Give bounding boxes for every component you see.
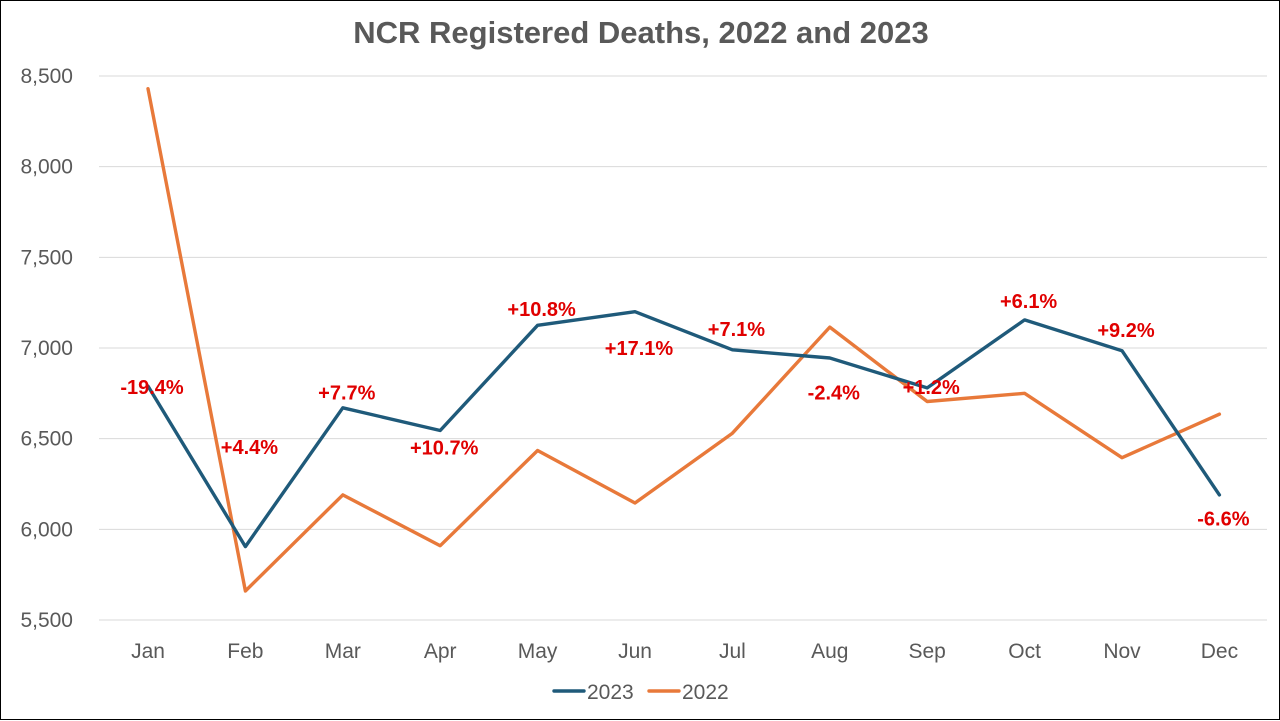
- y-tick-label: 5,500: [20, 609, 73, 632]
- x-tick-label: Feb: [227, 640, 263, 663]
- y-tick-label: 7,500: [20, 246, 73, 269]
- x-tick-label: Nov: [1103, 640, 1141, 663]
- percent-change-label: +10.7%: [410, 438, 479, 460]
- percent-change-label: +10.8%: [507, 299, 576, 321]
- x-tick-label: Sep: [909, 640, 946, 663]
- percent-change-label: -19.4%: [120, 377, 184, 399]
- y-tick-label: 7,000: [20, 337, 73, 360]
- series-lines: [148, 89, 1219, 591]
- x-axis-ticks: Jan Feb Mar Apr May Jun Jul Aug Sep Oct Nov Dec: [131, 640, 1238, 663]
- percent-change-label: -2.4%: [808, 382, 860, 404]
- percent-change-label: -6.6%: [1197, 508, 1249, 530]
- gridlines: [99, 76, 1267, 620]
- percent-change-label: +7.1%: [708, 319, 765, 341]
- x-tick-label: Dec: [1201, 640, 1238, 663]
- x-tick-label: May: [518, 640, 558, 663]
- x-tick-label: Jun: [618, 640, 652, 663]
- percent-change-label: +1.2%: [903, 377, 960, 399]
- legend-label-2023: 2023: [587, 681, 634, 704]
- y-tick-label: 8,500: [20, 65, 73, 88]
- x-tick-label: Jan: [131, 640, 165, 663]
- legend: 2023 2022: [554, 681, 729, 704]
- y-tick-label: 6,500: [20, 428, 73, 451]
- x-tick-label: Oct: [1008, 640, 1041, 663]
- y-tick-label: 6,000: [20, 518, 73, 541]
- chart-title: NCR Registered Deaths, 2022 and 2023: [353, 15, 928, 50]
- percent-change-label: +17.1%: [605, 338, 674, 360]
- percent-change-labels: -19.4% +4.4% +7.7% +10.7% +10.8% +17.1% +7.1% -…: [120, 291, 1249, 531]
- percent-change-label: +6.1%: [1000, 291, 1057, 313]
- y-tick-label: 8,000: [20, 156, 73, 179]
- percent-change-label: +7.7%: [318, 382, 375, 404]
- x-tick-label: Apr: [424, 640, 457, 663]
- percent-change-label: +4.4%: [221, 437, 278, 459]
- y-axis-ticks: 5,500 6,000 6,500 7,000 7,500 8,000 8,500: [20, 65, 73, 632]
- series-line-2022: [148, 89, 1219, 591]
- x-tick-label: Aug: [811, 640, 848, 663]
- x-tick-label: Jul: [719, 640, 746, 663]
- x-tick-label: Mar: [325, 640, 361, 663]
- percent-change-label: +9.2%: [1097, 320, 1154, 342]
- series-line-2023: [148, 312, 1219, 547]
- legend-label-2022: 2022: [682, 681, 729, 704]
